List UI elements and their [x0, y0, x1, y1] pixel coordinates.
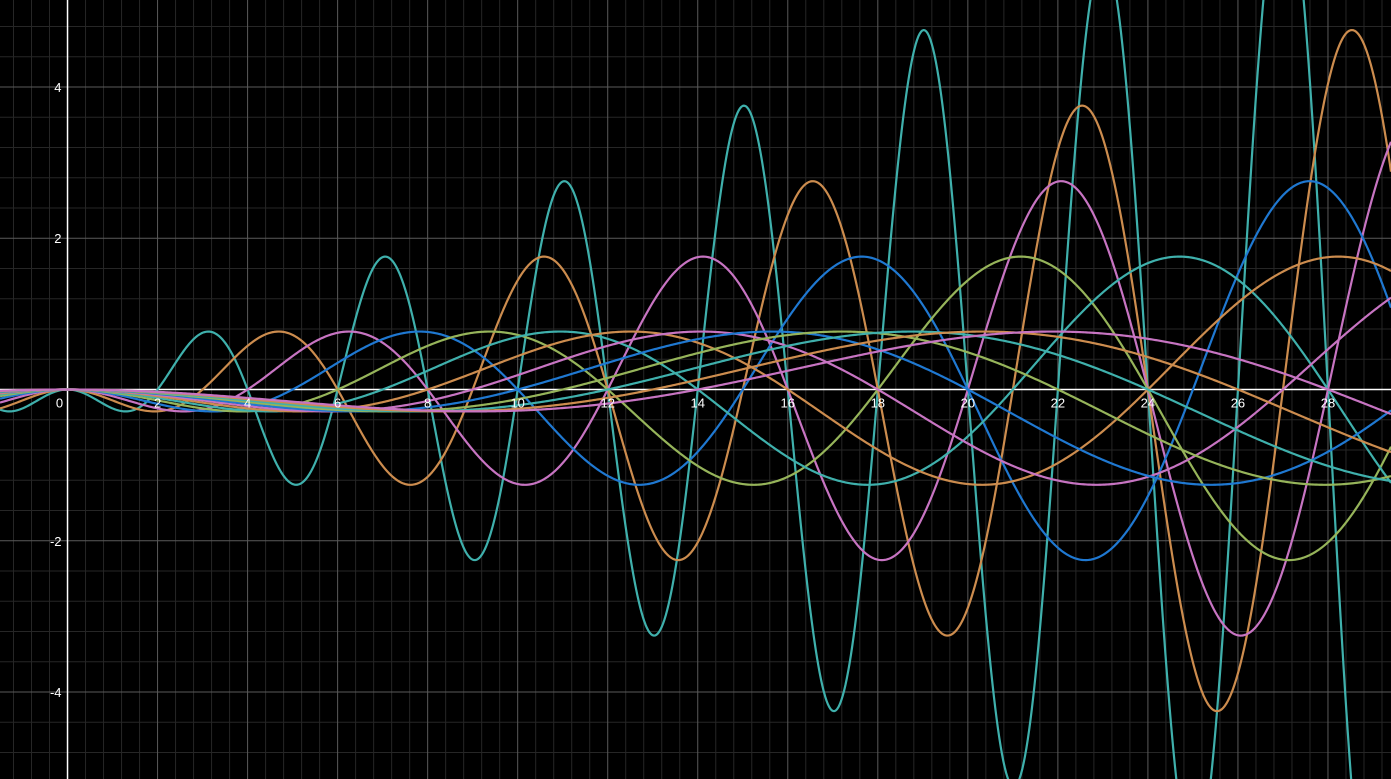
y-tick-label: -2 — [50, 534, 62, 549]
y-tick-label: 2 — [54, 231, 61, 246]
y-tick-label: 4 — [54, 80, 61, 95]
x-tick-label: 0 — [56, 396, 63, 411]
x-tick-label: 28 — [1321, 396, 1335, 411]
x-tick-label: 16 — [781, 396, 795, 411]
x-tick-label: 26 — [1231, 396, 1245, 411]
x-tick-label: 18 — [871, 396, 885, 411]
x-tick-label: 22 — [1051, 396, 1065, 411]
x-tick-label: 6 — [334, 396, 341, 411]
x-tick-label: 4 — [244, 396, 251, 411]
x-tick-label: 14 — [691, 396, 705, 411]
x-tick-label: 2 — [154, 396, 161, 411]
x-tick-label: 8 — [424, 396, 431, 411]
x-tick-label: 20 — [961, 396, 975, 411]
x-tick-label: 10 — [510, 396, 524, 411]
x-tick-label: 24 — [1141, 396, 1155, 411]
y-tick-label: -4 — [50, 685, 62, 700]
x-tick-label: 12 — [600, 396, 614, 411]
